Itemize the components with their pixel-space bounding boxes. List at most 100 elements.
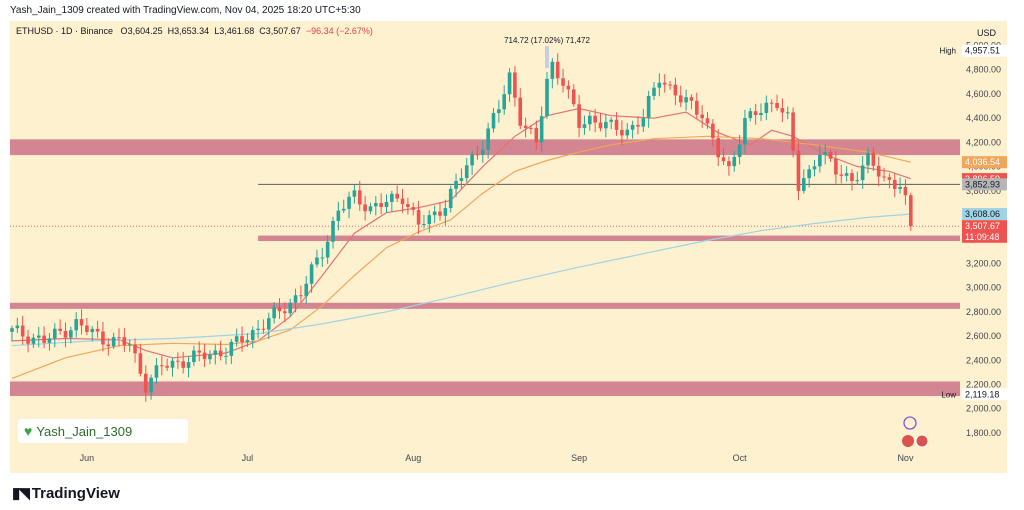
candle-body[interactable] xyxy=(315,257,319,265)
candle-body[interactable] xyxy=(368,206,373,212)
candle-body[interactable] xyxy=(309,264,314,284)
candle-body[interactable] xyxy=(834,158,838,175)
candle-body[interactable] xyxy=(31,337,36,344)
candle-body[interactable] xyxy=(662,82,667,85)
candle-body[interactable] xyxy=(170,360,175,368)
candle-body[interactable] xyxy=(42,335,46,343)
candle-body[interactable] xyxy=(267,318,271,330)
candle-body[interactable] xyxy=(422,224,426,226)
candle-body[interactable] xyxy=(561,78,565,86)
candle-body[interactable] xyxy=(416,209,421,225)
candle-body[interactable] xyxy=(604,121,608,129)
candle-body[interactable] xyxy=(470,154,474,166)
candle-body[interactable] xyxy=(828,152,833,159)
candle-body[interactable] xyxy=(250,330,255,341)
candle-body[interactable] xyxy=(261,328,266,330)
candle-body[interactable] xyxy=(10,328,14,332)
candle-body[interactable] xyxy=(636,124,640,127)
candle-body[interactable] xyxy=(208,354,212,360)
candle-body[interactable] xyxy=(871,152,876,166)
candle-body[interactable] xyxy=(240,336,244,343)
candle-body[interactable] xyxy=(582,124,587,128)
candle-body[interactable] xyxy=(860,165,865,181)
candle-body[interactable] xyxy=(26,336,30,344)
candle-body[interactable] xyxy=(534,128,539,143)
candle-body[interactable] xyxy=(122,337,127,346)
candle-body[interactable] xyxy=(716,138,720,158)
candle-body[interactable] xyxy=(213,350,218,355)
candle-body[interactable] xyxy=(400,198,405,204)
candle-body[interactable] xyxy=(293,295,298,303)
candle-body[interactable] xyxy=(620,129,624,136)
candle-body[interactable] xyxy=(684,97,688,103)
candle-body[interactable] xyxy=(566,85,571,90)
candle-body[interactable] xyxy=(796,150,801,191)
candle-body[interactable] xyxy=(641,118,646,127)
candle-body[interactable] xyxy=(753,111,758,115)
candle-body[interactable] xyxy=(325,241,330,258)
candle-body[interactable] xyxy=(459,178,464,181)
candle-body[interactable] xyxy=(90,328,95,333)
candle-body[interactable] xyxy=(518,97,523,126)
candle-body[interactable] xyxy=(593,115,597,123)
candle-body[interactable] xyxy=(176,360,180,362)
candle-body[interactable] xyxy=(256,328,260,331)
candle-body[interactable] xyxy=(866,152,870,166)
candle-body[interactable] xyxy=(245,340,250,343)
candle-body[interactable] xyxy=(272,307,276,319)
candle-body[interactable] xyxy=(850,173,854,181)
price-chart[interactable]: USD 1,800.00 2,000.00 2,200.00 2,400.00 2,600… xyxy=(10,21,1007,473)
candle-body[interactable] xyxy=(823,152,827,155)
candle-body[interactable] xyxy=(523,125,528,128)
candle-body[interactable] xyxy=(513,72,517,98)
candle-body[interactable] xyxy=(737,144,742,157)
candle-body[interactable] xyxy=(769,102,774,104)
candle-body[interactable] xyxy=(320,257,325,259)
candle-body[interactable] xyxy=(721,157,726,162)
candle-body[interactable] xyxy=(374,203,378,207)
candle-body[interactable] xyxy=(379,203,383,208)
candle-body[interactable] xyxy=(844,173,849,176)
candle-body[interactable] xyxy=(106,344,111,347)
candle-body[interactable] xyxy=(101,331,105,345)
candle-body[interactable] xyxy=(464,165,469,179)
candle-body[interactable] xyxy=(705,118,710,124)
candle-body[interactable] xyxy=(876,165,881,177)
candle-body[interactable] xyxy=(15,325,20,329)
candle-body[interactable] xyxy=(384,201,389,208)
candle-body[interactable] xyxy=(791,112,795,151)
us-flag-icon[interactable] xyxy=(902,435,914,447)
candle-body[interactable] xyxy=(63,330,68,338)
candle-body[interactable] xyxy=(406,203,410,208)
candle-body[interactable] xyxy=(20,325,25,337)
candle-body[interactable] xyxy=(475,154,480,156)
candle-body[interactable] xyxy=(588,115,592,125)
candle-body[interactable] xyxy=(69,330,73,338)
candle-body[interactable] xyxy=(545,78,549,117)
candle-body[interactable] xyxy=(432,211,437,216)
candle-body[interactable] xyxy=(529,127,533,129)
lightning-event-icon[interactable] xyxy=(903,416,917,430)
candle-body[interactable] xyxy=(47,338,52,343)
candle-body[interactable] xyxy=(539,116,544,143)
candle-body[interactable] xyxy=(652,87,656,96)
us-flag-icon-2[interactable] xyxy=(915,434,929,448)
candle-body[interactable] xyxy=(299,295,303,297)
candle-body[interactable] xyxy=(427,215,432,225)
candle-body[interactable] xyxy=(304,283,309,297)
candle-body[interactable] xyxy=(759,113,763,115)
candle-body[interactable] xyxy=(700,114,704,119)
candle-body[interactable] xyxy=(390,193,394,202)
candle-body[interactable] xyxy=(657,82,662,88)
tradingview-brand[interactable]: ▮◥ TradingView xyxy=(12,484,120,503)
candle-body[interactable] xyxy=(341,208,346,211)
candle-body[interactable] xyxy=(127,344,132,346)
candle-body[interactable] xyxy=(882,176,886,178)
candle-body[interactable] xyxy=(133,344,137,354)
candle-body[interactable] xyxy=(909,195,913,227)
candle-body[interactable] xyxy=(218,350,223,357)
candle-body[interactable] xyxy=(224,355,228,357)
candle-body[interactable] xyxy=(818,154,822,167)
candle-body[interactable] xyxy=(785,112,790,114)
candle-body[interactable] xyxy=(149,377,153,393)
